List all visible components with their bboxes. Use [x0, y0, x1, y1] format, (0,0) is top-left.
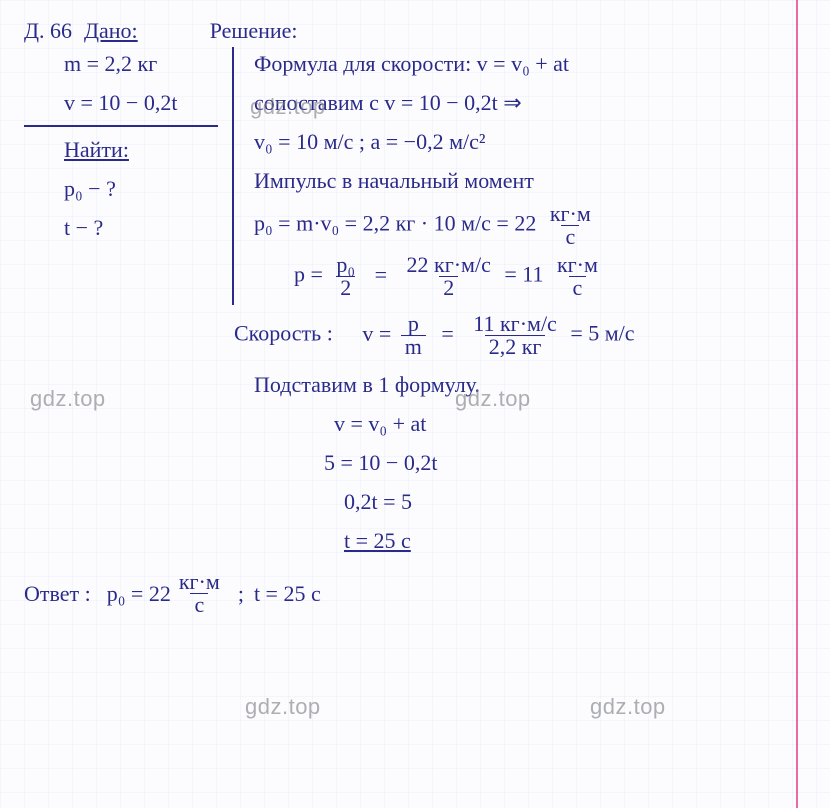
given-mass: m = 2,2 кг: [24, 47, 218, 80]
answer-t: t = 25 с: [254, 577, 321, 610]
sol-line-7: Скорость : v = p m = 11 кг·м/с 2,2 кг = …: [24, 313, 782, 358]
watermark: gdz.top: [245, 690, 321, 723]
problem-number: Д. 66: [24, 14, 72, 47]
unit-fraction: кг·м с: [553, 254, 602, 299]
sol-line-10: 5 = 10 − 0,2t: [24, 446, 782, 479]
solution-continued: Скорость : v = p m = 11 кг·м/с 2,2 кг = …: [24, 313, 782, 557]
unit-fraction: кг·м с: [175, 571, 224, 616]
find-heading: Найти:: [24, 133, 218, 166]
v-result: = 5 м/с: [570, 321, 634, 346]
frac-22-2: 22 кг·м/с 2: [403, 254, 495, 299]
watermark: gdz.top: [590, 690, 666, 723]
sol-line-1: Формула для скорости: v = v₀ + at: [254, 47, 782, 80]
answer-sep: ;: [238, 577, 244, 610]
sol-line-6: p = p₀ 2 = 22 кг·м/с 2 = 11 кг·м с: [254, 254, 782, 299]
given-heading: Дано:: [84, 14, 138, 47]
sol-line-9: v = v₀ + at: [24, 407, 782, 440]
solution-heading: Решение:: [210, 14, 298, 47]
given-velocity-eq: v = 10 − 0,2t: [24, 86, 218, 119]
frac-p0-2: p₀ 2: [332, 254, 359, 299]
sol-line-4: Импульс в начальный момент: [254, 164, 782, 197]
watermark: gdz.top: [30, 382, 106, 415]
watermark: gdz.top: [455, 382, 531, 415]
unit-fraction: кг·м с: [546, 203, 595, 248]
sol-line-3: v₀ = 10 м/с ; a = −0,2 м/с²: [254, 125, 782, 158]
answer-row: Ответ : p₀ = 22 кг·м с ; t = 25 с: [24, 571, 782, 616]
frac-p-m: p m: [401, 313, 426, 358]
given-column: m = 2,2 кг v = 10 − 0,2t Найти: p₀ − ? t…: [24, 47, 234, 305]
find-p0: p₀ − ?: [24, 172, 218, 205]
v-equals: v =: [362, 321, 391, 346]
sol-line-5: p₀ = m·v₀ = 2,2 кг · 10 м/с = 22 кг·м с: [254, 203, 782, 248]
p-equals: p =: [294, 262, 323, 287]
watermark: gdz.top: [250, 90, 326, 123]
sol-line-2: сопоставим с v = 10 − 0,2t ⇒: [254, 86, 782, 119]
answer-label: Ответ :: [24, 577, 91, 610]
p-result: = 11: [504, 262, 543, 287]
page-content: Д. 66 Дано: Решение: m = 2,2 кг v = 10 −…: [0, 0, 830, 616]
find-t: t − ?: [24, 211, 218, 244]
sol-line-11: 0,2t = 5: [24, 485, 782, 518]
sol-line-8: Подставим в 1 формулу.: [24, 368, 782, 401]
sol-p0-expr: p₀ = m·v₀ = 2,2 кг · 10 м/с = 22: [254, 211, 536, 236]
solution-column: Формула для скорости: v = v₀ + at сопост…: [234, 47, 782, 305]
answer-p0: p₀ = 22: [107, 577, 171, 610]
frac-11-2p2: 11 кг·м/с 2,2 кг: [469, 313, 561, 358]
sol-line-12: t = 25 с: [24, 524, 782, 557]
velocity-label: Скорость :: [234, 321, 333, 346]
